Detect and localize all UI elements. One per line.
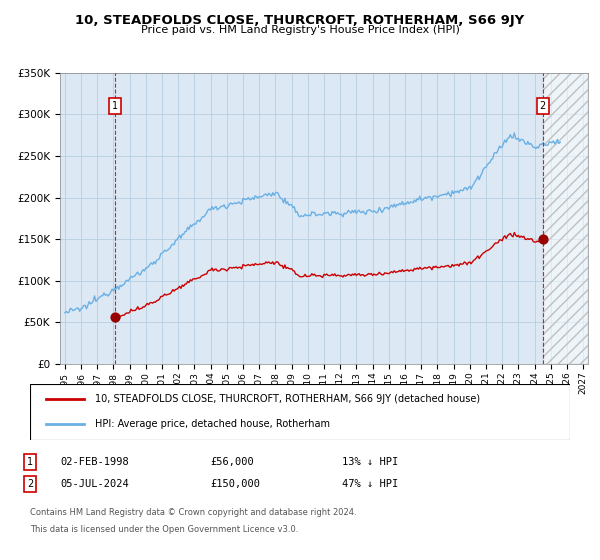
- Text: 47% ↓ HPI: 47% ↓ HPI: [342, 479, 398, 489]
- Text: 13% ↓ HPI: 13% ↓ HPI: [342, 457, 398, 467]
- Text: £56,000: £56,000: [210, 457, 254, 467]
- Text: 10, STEADFOLDS CLOSE, THURCROFT, ROTHERHAM, S66 9JY (detached house): 10, STEADFOLDS CLOSE, THURCROFT, ROTHERH…: [95, 394, 480, 404]
- Point: [538, 235, 548, 244]
- Point: [110, 313, 120, 322]
- Text: 1: 1: [112, 101, 118, 111]
- Text: Price paid vs. HM Land Registry's House Price Index (HPI): Price paid vs. HM Land Registry's House …: [140, 25, 460, 35]
- Text: 02-FEB-1998: 02-FEB-1998: [60, 457, 129, 467]
- Text: 2: 2: [27, 479, 33, 489]
- Bar: [543, 73, 588, 364]
- Text: £150,000: £150,000: [210, 479, 260, 489]
- Text: 1: 1: [27, 457, 33, 467]
- Text: 10, STEADFOLDS CLOSE, THURCROFT, ROTHERHAM, S66 9JY: 10, STEADFOLDS CLOSE, THURCROFT, ROTHERH…: [76, 14, 524, 27]
- Text: HPI: Average price, detached house, Rotherham: HPI: Average price, detached house, Roth…: [95, 419, 330, 429]
- Text: 2: 2: [539, 101, 546, 111]
- Bar: [543, 73, 588, 364]
- Text: This data is licensed under the Open Government Licence v3.0.: This data is licensed under the Open Gov…: [30, 525, 298, 534]
- Text: Contains HM Land Registry data © Crown copyright and database right 2024.: Contains HM Land Registry data © Crown c…: [30, 508, 356, 517]
- Text: 05-JUL-2024: 05-JUL-2024: [60, 479, 129, 489]
